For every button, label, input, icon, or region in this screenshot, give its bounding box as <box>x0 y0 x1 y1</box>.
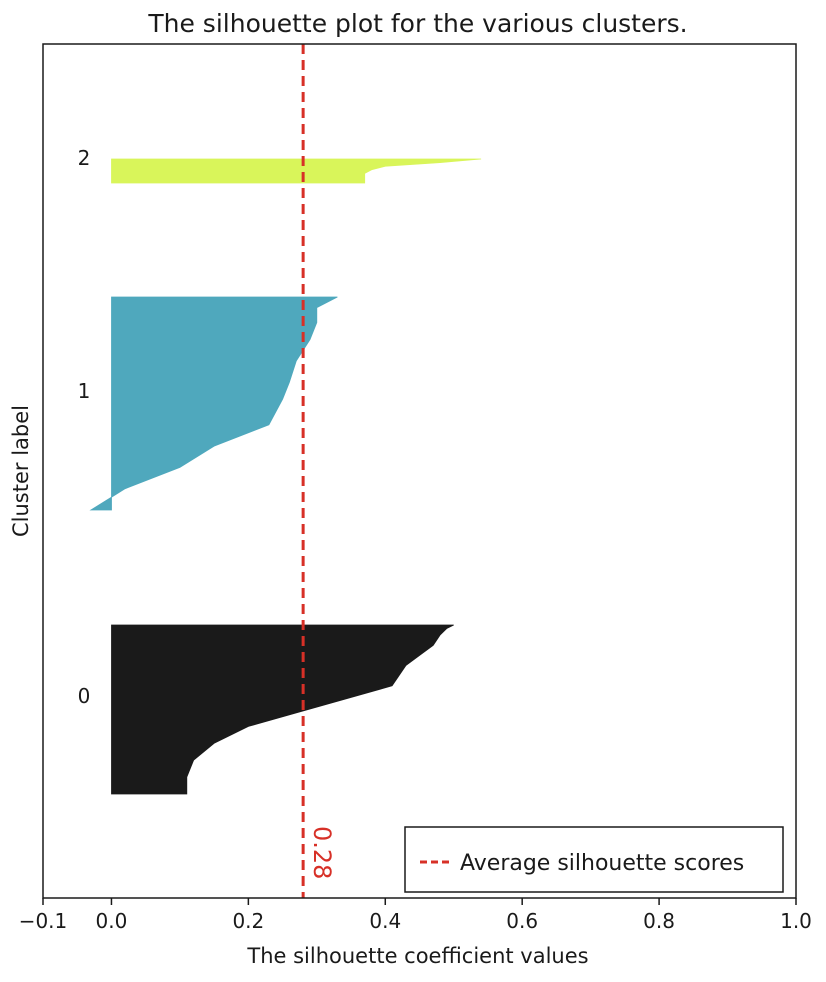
chart-title: The silhouette plot for the various clus… <box>147 9 687 38</box>
x-axis-label: The silhouette coefficient values <box>246 944 588 968</box>
cluster-labels: 0 1 2 <box>78 146 91 708</box>
cluster-label-0: 0 <box>78 684 91 708</box>
x-tick-label: 0.2 <box>232 909 264 933</box>
x-tick-label: 0.6 <box>506 909 538 933</box>
silhouette-cluster-1 <box>89 296 338 511</box>
plot-area <box>89 158 482 795</box>
cluster-label-2: 2 <box>78 146 91 170</box>
x-tick-label: −0.1 <box>19 909 68 933</box>
x-tick-label: 1.0 <box>780 909 812 933</box>
x-tick-label: 0.0 <box>96 909 128 933</box>
x-tick-label: 0.4 <box>369 909 401 933</box>
cluster-label-1: 1 <box>78 379 91 403</box>
legend-box <box>404 826 784 893</box>
average-line-group: 0.28 <box>301 44 336 898</box>
silhouette-cluster-2 <box>111 158 482 184</box>
average-score-label: 0.28 <box>308 826 336 879</box>
legend: Average silhouette scores <box>404 826 784 893</box>
plot-frame <box>42 43 797 899</box>
x-tick-label: 0.8 <box>643 909 675 933</box>
silhouette-cluster-0 <box>111 624 454 795</box>
legend-entry-average: Average silhouette scores <box>460 851 744 876</box>
y-axis-label: Cluster label <box>9 405 33 537</box>
x-axis-ticks: −0.1 0.0 0.2 0.4 0.6 0.8 1.0 <box>19 898 812 933</box>
